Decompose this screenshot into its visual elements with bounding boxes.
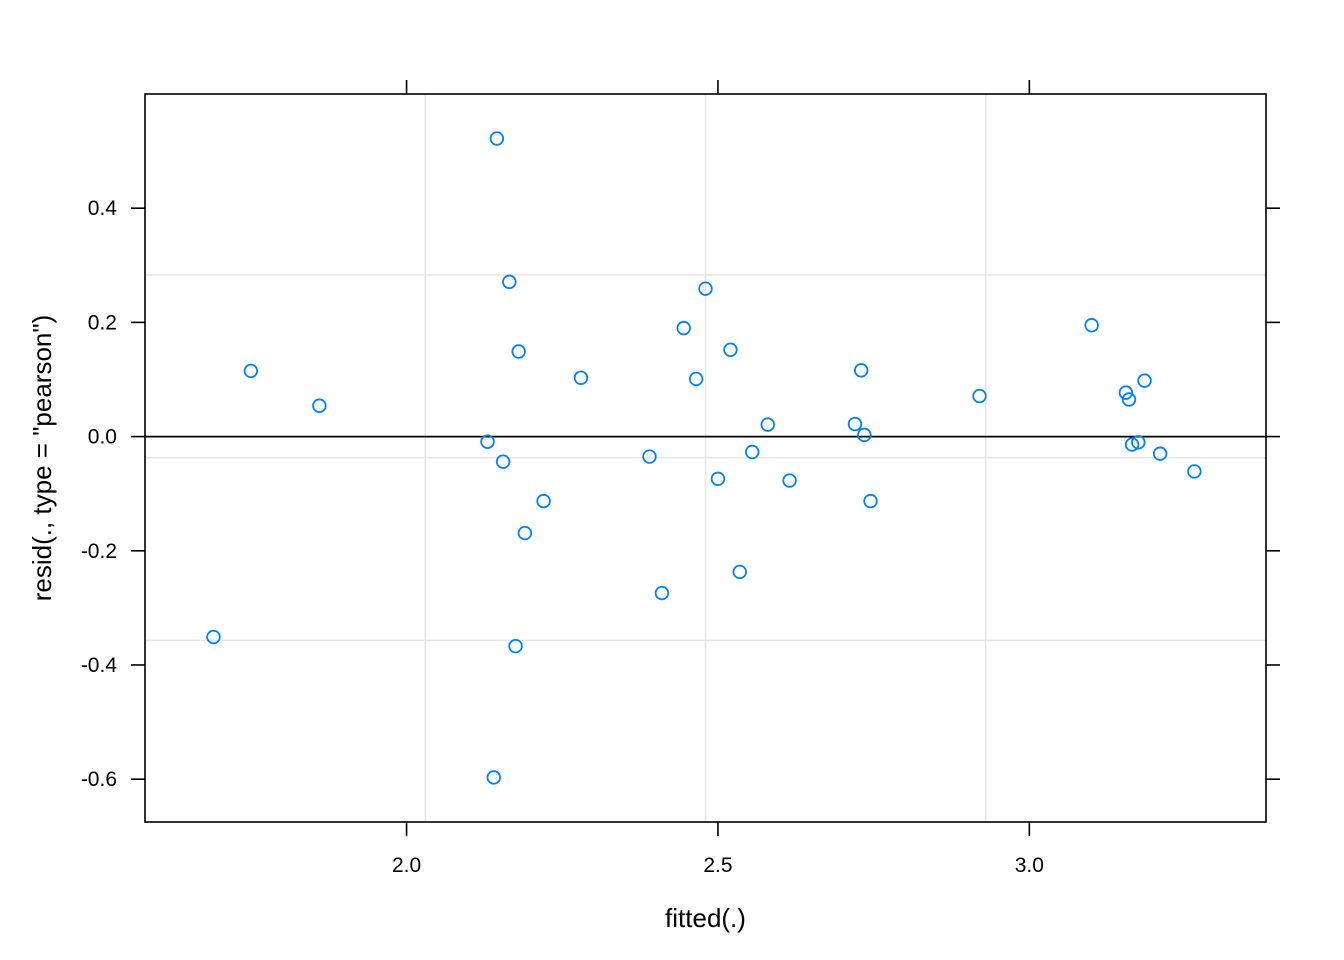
data-point-34 <box>1137 373 1152 388</box>
data-point-9 <box>511 344 526 359</box>
data-point-14 <box>654 585 670 601</box>
x-tick-label-1: 2.5 <box>703 854 732 877</box>
data-point-22 <box>760 417 775 432</box>
data-point-11 <box>536 493 551 509</box>
data-point-24 <box>847 416 863 432</box>
y-tick-label-1: -0.4 <box>81 654 118 677</box>
data-point-30 <box>1118 385 1134 400</box>
x-tick-label-2: 3.0 <box>1015 854 1044 877</box>
data-point-12 <box>573 370 589 385</box>
data-point-36 <box>1187 464 1202 479</box>
data-point-7 <box>502 274 517 290</box>
data-point-3 <box>480 434 495 449</box>
data-point-4 <box>486 770 501 785</box>
y-tick-label-4: 0.2 <box>88 311 117 334</box>
data-point-0 <box>206 629 221 645</box>
data-point-31 <box>1121 392 1137 407</box>
data-point-2 <box>312 398 327 413</box>
x-tick-label-0: 2.0 <box>392 854 421 877</box>
data-point-5 <box>489 131 505 146</box>
y-tick-label-3: 0.0 <box>88 426 117 449</box>
data-point-6 <box>495 454 511 469</box>
y-tick-label-0: -0.6 <box>81 768 117 791</box>
data-point-29 <box>1084 318 1099 333</box>
data-point-33 <box>1131 435 1146 450</box>
data-point-13 <box>642 449 657 464</box>
data-point-25 <box>853 363 869 378</box>
data-point-19 <box>723 342 738 357</box>
plot-panel-border <box>144 93 1267 823</box>
data-point-17 <box>698 281 713 296</box>
data-point-26 <box>857 427 872 443</box>
y-axis-title: resid(., type = "pearson") <box>27 315 57 602</box>
data-point-20 <box>732 564 747 580</box>
data-point-32 <box>1124 437 1140 452</box>
x-tick-labels: 2.0 2.5 3.0 <box>392 854 1044 877</box>
data-point-15 <box>676 320 691 336</box>
y-tick-label-5: 0.4 <box>88 197 118 220</box>
data-point-21 <box>745 444 760 460</box>
data-point-8 <box>508 638 523 654</box>
y-tick-label-2: -0.2 <box>81 540 117 563</box>
data-point-23 <box>782 473 797 488</box>
data-points <box>206 131 1202 785</box>
data-point-27 <box>863 493 878 509</box>
x-axis-title: fitted(.) <box>665 903 746 933</box>
data-point-16 <box>688 371 704 387</box>
data-point-35 <box>1152 446 1168 461</box>
data-point-28 <box>972 388 987 404</box>
grid-lines <box>145 94 1266 822</box>
data-point-18 <box>710 471 726 487</box>
y-tick-labels: -0.6 -0.4 -0.2 0.0 0.2 0.4 <box>81 197 118 791</box>
data-point-1 <box>243 363 259 379</box>
data-point-10 <box>517 525 533 541</box>
axis-ticks <box>131 80 1280 836</box>
